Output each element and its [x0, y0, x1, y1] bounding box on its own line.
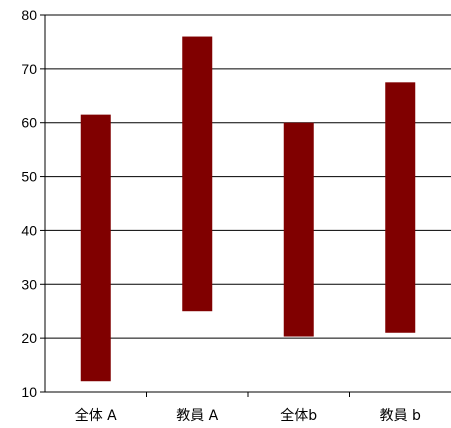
- y-tick-label: 50: [21, 169, 37, 185]
- x-tick-label: 教員 b: [380, 408, 421, 424]
- y-tick-label: 40: [21, 222, 37, 238]
- gridlines: [45, 14, 451, 339]
- range-bar: [182, 36, 213, 312]
- x-tick-labels: 全体 A 教員 A 全体b 教員 b: [75, 407, 421, 424]
- axes: [40, 14, 451, 397]
- range-bar: [283, 122, 314, 337]
- range-bar: [80, 114, 111, 382]
- x-tick-label: 全体 A: [75, 407, 117, 424]
- range-bar: [385, 82, 416, 333]
- y-tick-label: 70: [21, 61, 37, 77]
- y-tick-label: 20: [21, 330, 37, 346]
- bars: [80, 36, 416, 382]
- y-tick-labels: 10 20 30 40 50 60 70 80: [21, 7, 37, 400]
- x-tick-label: 教員 A: [176, 408, 218, 424]
- y-tick-label: 10: [21, 384, 37, 400]
- y-tick-label: 60: [21, 115, 37, 131]
- y-tick-label: 80: [21, 7, 37, 23]
- y-tick-label: 30: [21, 276, 37, 292]
- x-tick-label: 全体b: [280, 407, 317, 424]
